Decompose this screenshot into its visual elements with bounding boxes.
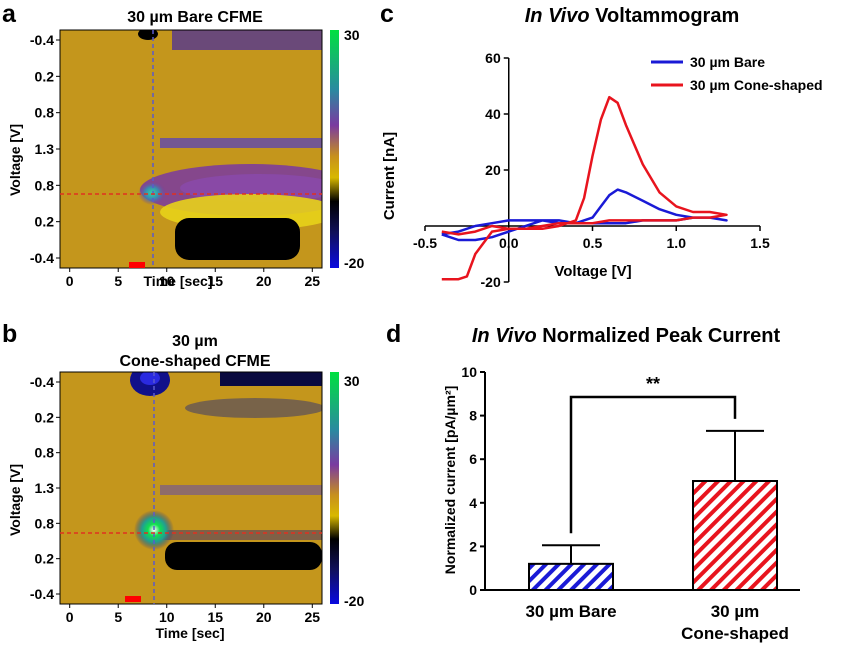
- colorbar-a-max: 30: [344, 27, 360, 43]
- d-ytick-label: 8: [469, 408, 477, 424]
- panel-d-title-rest: Normalized Peak Current: [537, 325, 781, 347]
- a-xtick-label: 5: [114, 273, 122, 289]
- panel-d: In Vivo Normalized Peak Current 0 2 4 6 8 10 3…: [442, 325, 800, 643]
- c-xtick-label: 0.0: [499, 235, 519, 251]
- a-ytick-label: -0.4: [30, 250, 54, 266]
- c-xtick-label: 1.0: [667, 235, 687, 251]
- panel-c-title: In Vivo Voltammogram: [525, 5, 740, 27]
- a-xtick-label: 25: [305, 273, 321, 289]
- c-ytick-label: 40: [485, 106, 501, 122]
- x-axis-label-a: Time [sec]: [144, 273, 213, 289]
- a-ytick-label: 1.3: [35, 141, 55, 157]
- b-ytick-label: 0.2: [35, 409, 55, 425]
- colorbar-b-min: -20: [344, 593, 364, 609]
- a-ytick-label: 0.2: [35, 68, 55, 84]
- colorbar-a-min: -20: [344, 255, 364, 271]
- b-xtick-label: 25: [305, 609, 321, 625]
- legend-c: 30 µm Bare 30 µm Cone-shaped: [651, 54, 823, 93]
- colorbar-a: [330, 30, 339, 268]
- c-ytick-label: -20: [481, 274, 501, 290]
- panel-c: In Vivo Voltammogram -0.5 0.0 0.5 1.0 1.5 -20…: [381, 5, 823, 290]
- a-xtick-label: 20: [256, 273, 272, 289]
- significance-bracket: [569, 395, 737, 534]
- b-ytick-label: 0.2: [35, 551, 55, 567]
- panel-d-title-italic: In Vivo: [472, 325, 537, 347]
- category-label-cone: 30 µm: [711, 602, 760, 621]
- a-xtick-label: 0: [66, 273, 74, 289]
- bar-bare: [528, 562, 614, 592]
- y-axis-label-a: Voltage [V]: [7, 124, 23, 196]
- panel-b-title-line1: 30 µm: [172, 333, 218, 350]
- category-label-cone: Cone-shaped: [681, 624, 789, 643]
- x-axis-label-c: Voltage [V]: [554, 263, 631, 280]
- b-xtick-label: 10: [159, 609, 175, 625]
- bar-cone: [692, 480, 778, 591]
- heatmap-b: [60, 372, 322, 604]
- panel-c-title-italic: In Vivo: [525, 5, 590, 27]
- panel-c-letter: c: [380, 0, 394, 28]
- c-xtick-label: -0.5: [413, 235, 437, 251]
- a-ytick-label: -0.4: [30, 32, 54, 48]
- a-ytick-label: 0.8: [35, 105, 55, 121]
- y-axis-ticks-a: -0.4 0.2 0.8 1.3 0.8 0.2 -0.4: [30, 32, 60, 266]
- a-xtick-label: 15: [207, 273, 223, 289]
- x-axis-ticks-a: 0 5 10 15 20 25: [66, 268, 320, 289]
- b-ytick-label: -0.4: [30, 586, 54, 602]
- c-ytick-label: 20: [485, 162, 501, 178]
- panel-b-letter: b: [2, 320, 17, 348]
- b-xtick-label: 15: [207, 609, 223, 625]
- stimulation-marker-a: [129, 262, 145, 268]
- panel-a-letter: a: [2, 0, 17, 28]
- d-ytick-label: 4: [469, 495, 477, 511]
- panel-d-letter: d: [386, 320, 401, 348]
- category-label-bare: 30 µm Bare: [525, 602, 616, 621]
- panel-d-title: In Vivo Normalized Peak Current: [472, 325, 781, 347]
- c-ytick-label: 60: [485, 50, 501, 66]
- stimulation-marker-b: [125, 596, 141, 602]
- b-xtick-label: 20: [256, 609, 272, 625]
- panel-a: 30 µm Bare CFME 30 -20: [7, 9, 364, 289]
- colorbar-b: [330, 372, 339, 604]
- b-ytick-label: 1.3: [35, 480, 55, 496]
- y-axis-ticks-b: -0.4 0.2 0.8 1.3 0.8 0.2 -0.4: [30, 374, 60, 602]
- y-axis-label-c: Current [nA]: [381, 132, 398, 220]
- d-ytick-label: 2: [469, 538, 477, 554]
- significance-label: **: [646, 374, 660, 394]
- x-axis-ticks-b: 0 5 10 15 20 25: [66, 604, 320, 625]
- d-ytick-label: 6: [469, 451, 477, 467]
- voltammogram-plot: -0.5 0.0 0.5 1.0 1.5 -20 20 40 60: [413, 50, 770, 290]
- series-line-cone: [441, 95, 728, 281]
- b-xtick-label: 5: [114, 609, 122, 625]
- legend-label-bare: 30 µm Bare: [690, 54, 765, 70]
- x-axis-label-b: Time [sec]: [156, 625, 225, 641]
- panel-b: 30 µm Cone-shaped CFME 30 -20 -0.4 0.2 0.8…: [7, 333, 364, 641]
- a-xtick-label: 10: [159, 273, 175, 289]
- y-axis-label-d: Normalized current [pA/µm²]: [442, 386, 458, 575]
- heatmap-a: [60, 30, 322, 268]
- c-xtick-label: 1.5: [750, 235, 770, 251]
- legend-label-cone: 30 µm Cone-shaped: [690, 77, 823, 93]
- b-ytick-label: -0.4: [30, 374, 54, 390]
- b-xtick-label: 0: [66, 609, 74, 625]
- b-ytick-label: 0.8: [35, 445, 55, 461]
- peak-current-bar-chart: 0 2 4 6 8 10 30 µm Bare 30 µm Cone-shaped **: [461, 364, 800, 643]
- panel-c-title-rest: Voltammogram: [590, 5, 740, 27]
- panel-b-title-line2: Cone-shaped CFME: [119, 353, 270, 370]
- d-ytick-label: 10: [461, 364, 477, 380]
- d-ytick-label: 0: [469, 582, 477, 598]
- y-axis-label-b: Voltage [V]: [7, 464, 23, 536]
- b-ytick-label: 0.8: [35, 515, 55, 531]
- a-ytick-label: 0.8: [35, 177, 55, 193]
- panel-a-title: 30 µm Bare CFME: [127, 9, 263, 26]
- c-xtick-label: 0.5: [583, 235, 603, 251]
- colorbar-b-max: 30: [344, 373, 360, 389]
- a-ytick-label: 0.2: [35, 214, 55, 230]
